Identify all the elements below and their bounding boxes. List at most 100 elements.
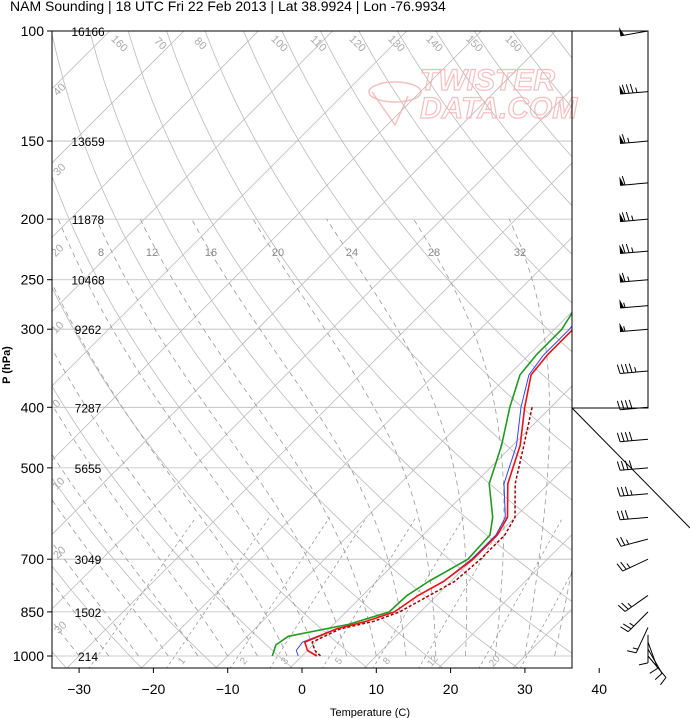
y-tick-label: 150 <box>21 133 45 149</box>
watermark-text: TWISTER <box>420 64 555 97</box>
wind-barb-feather <box>621 602 629 610</box>
wind-barb-feather <box>621 134 626 144</box>
isotherm-line <box>52 31 334 313</box>
wind-barb <box>616 460 649 471</box>
y-tick-label: 200 <box>21 211 45 227</box>
isotherm-line <box>648 0 690 682</box>
dry-adiabat <box>319 31 572 353</box>
wind-barb <box>616 536 649 547</box>
wind-barb <box>616 486 649 497</box>
moist-adiabat <box>191 218 407 657</box>
wind-barb-flag <box>619 244 625 254</box>
wind-barb-feather <box>632 647 638 650</box>
dry-adiabat <box>52 175 444 668</box>
isotherm-label: 140 <box>423 33 444 54</box>
dry-adiabat-label: 10 <box>571 347 588 364</box>
wind-barb-shaft <box>627 611 649 633</box>
wind-barb-shaft <box>620 538 649 547</box>
wind-barb-feather <box>621 212 626 222</box>
wind-barb-flag <box>619 134 625 144</box>
wind-barb-feather <box>654 673 663 680</box>
y-tick-label: 400 <box>21 399 45 415</box>
moist-adiabat <box>52 282 288 657</box>
wind-barb-feather <box>628 399 633 409</box>
mixing-ratio-line <box>321 517 417 668</box>
wind-barb-flag <box>619 299 625 309</box>
wind-barb-feather <box>623 302 626 308</box>
x-tick-label: −10 <box>216 681 240 697</box>
y-tick-label: 500 <box>21 460 45 476</box>
wind-barb-shaft <box>620 370 649 374</box>
x-axis-label: Temperature (C) <box>330 707 410 718</box>
x-tick-label: −30 <box>67 681 91 697</box>
mixing-ratio-label: 32 <box>514 247 526 259</box>
dry-adiabat-label: 30 <box>52 619 69 636</box>
isotherm-line <box>52 31 482 461</box>
wind-barb-feather <box>627 276 630 282</box>
wind-barb-flag <box>619 322 625 332</box>
wind-barb-feather <box>620 561 627 570</box>
moist-adiabat <box>52 347 258 657</box>
moist-adiabat <box>52 403 229 657</box>
mixing-ratio-label: 8 <box>381 655 393 667</box>
dry-adiabat <box>166 31 572 552</box>
wind-barb-feather <box>620 486 625 496</box>
moist-adiabat <box>139 218 377 657</box>
isotherm-label: 150 <box>463 33 484 54</box>
isotherm-label: 80 <box>192 35 209 52</box>
wind-barb-feather <box>620 432 625 442</box>
wind-barb-feather <box>625 539 630 545</box>
mixing-ratio-label: 1 <box>176 655 188 667</box>
wind-barb <box>619 134 649 144</box>
wind-barb-flag <box>619 176 625 186</box>
series-temperature-line <box>304 329 572 657</box>
dry-adiabat-label: 30 <box>51 161 68 178</box>
moist-adiabat <box>95 218 347 657</box>
isotherm-label: 120 <box>346 33 367 54</box>
moist-adiabat <box>326 218 468 656</box>
dry-adiabat-label: 40 <box>51 81 68 98</box>
wind-barb-feather <box>623 326 626 332</box>
wind-barb-feather <box>659 677 667 686</box>
wind-barb-feather <box>621 244 626 254</box>
height-label: 3049 <box>75 553 102 567</box>
wind-barb-feather <box>620 400 625 410</box>
wind-barb-feather <box>625 211 630 221</box>
y-tick-label: 850 <box>21 604 45 620</box>
dry-adiabat <box>89 31 572 654</box>
mixing-ratio-line <box>166 517 270 668</box>
isotherm-label: 130 <box>385 33 406 54</box>
wind-barb-feather <box>635 87 638 93</box>
wind-barb-feather <box>624 510 629 520</box>
isotherm-line <box>140 236 572 668</box>
wind-barb <box>619 272 649 283</box>
mixing-ratio-line <box>229 517 330 668</box>
wind-barb <box>616 363 649 374</box>
x-tick-label: 30 <box>517 681 533 697</box>
isotherm-line <box>52 31 259 238</box>
wind-barb-feather <box>621 84 626 94</box>
dry-adiabat <box>204 31 572 501</box>
wind-barb-flag <box>619 273 625 283</box>
isotherm-label: 160 <box>108 33 129 54</box>
isotherm-label: 110 <box>308 33 329 54</box>
isotherm-line <box>52 31 408 387</box>
dry-adiabat <box>52 477 218 668</box>
wind-barb <box>620 611 649 633</box>
wind-barb-feather <box>628 460 633 470</box>
wind-barb <box>619 299 649 309</box>
series-dewpoint-line <box>271 311 572 657</box>
wind-barb-feather <box>621 175 626 186</box>
isotherm-line <box>52 31 557 536</box>
mixing-ratio-line <box>418 517 507 668</box>
y-tick-label: 100 <box>21 23 45 39</box>
wind-panel-diagonal <box>571 407 690 529</box>
isotherm-label: 100 <box>268 33 289 54</box>
isotherm-line <box>289 385 572 668</box>
tornado-logo-icon <box>371 91 409 127</box>
wind-barb-shaft <box>620 516 649 521</box>
isotherm-label: 160 <box>502 33 523 54</box>
dry-adiabat <box>243 31 572 451</box>
isotherm-line <box>0 0 22 682</box>
